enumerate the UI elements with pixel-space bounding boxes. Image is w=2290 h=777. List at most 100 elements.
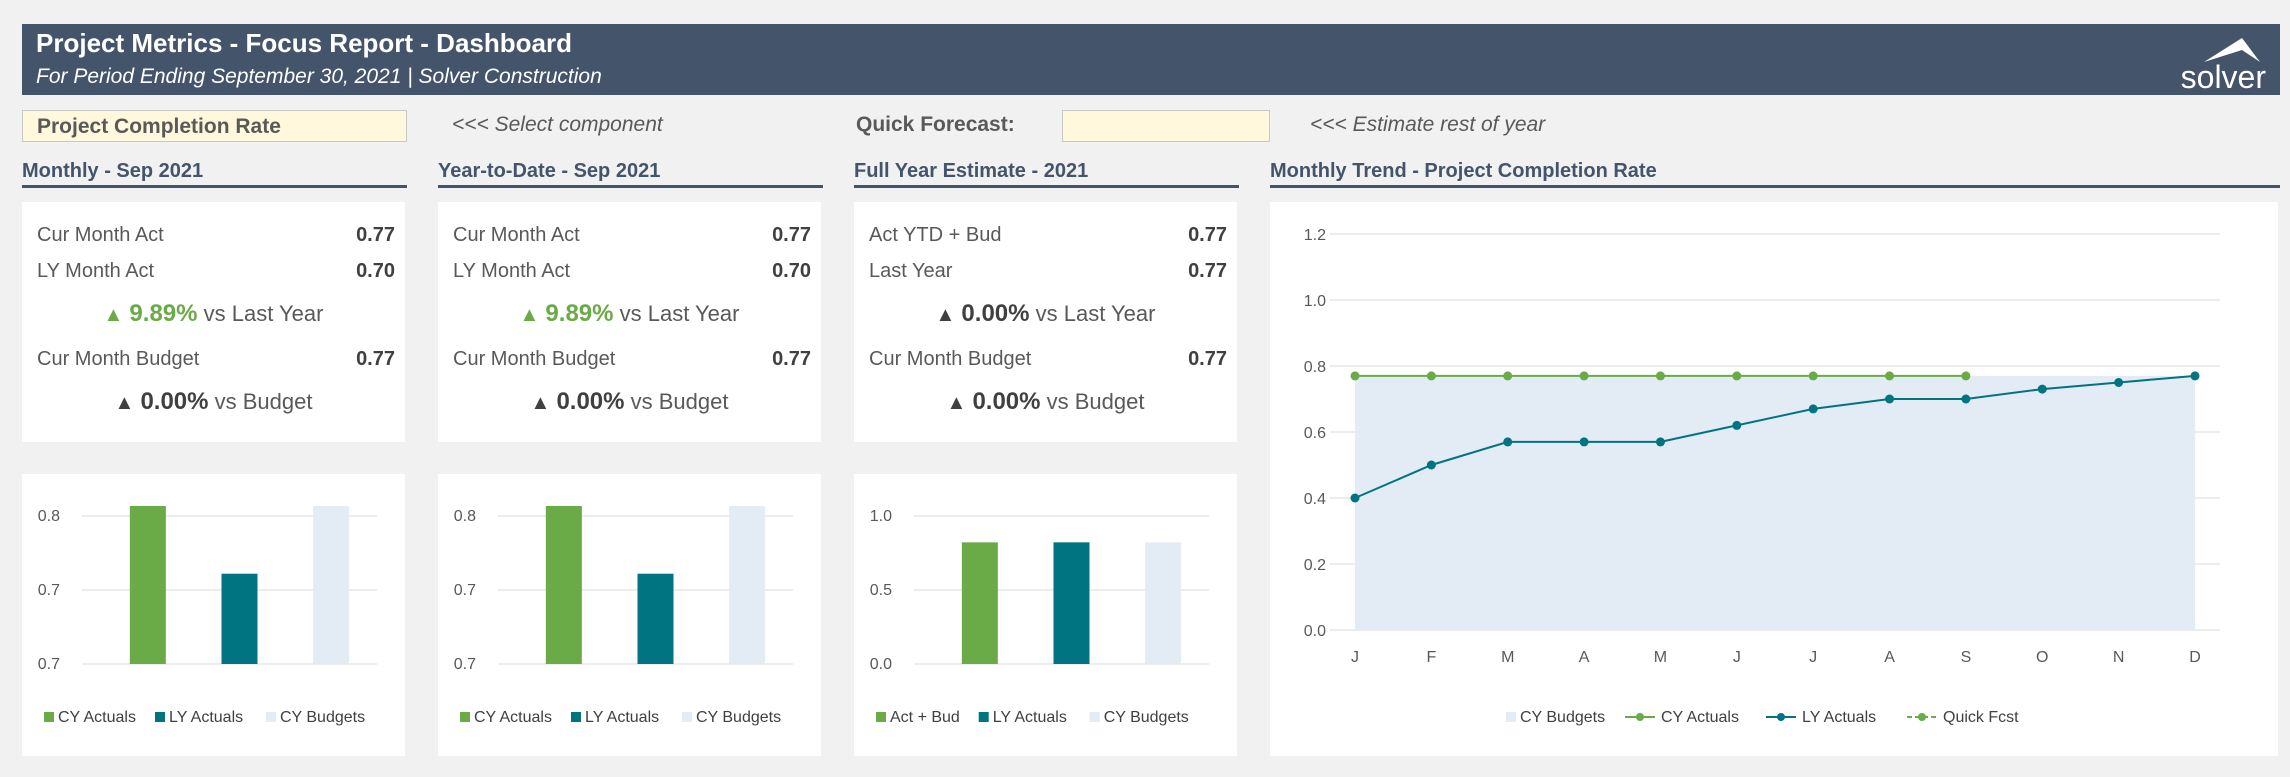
report-header: solver (22, 24, 2280, 95)
legend-marker (1918, 713, 1926, 721)
x-tick-label: M (1654, 649, 1667, 666)
y-tick-label: 0.4 (1304, 491, 1326, 508)
kpi-value: 0.77 (1188, 348, 1227, 370)
bar-cy-budgets (313, 506, 350, 664)
full-year-heading: Full Year Estimate - 2021 (854, 160, 1239, 188)
kpi-row: Last Year 0.77 (869, 260, 1227, 283)
monthly-heading: Monthly - Sep 2021 (22, 160, 407, 188)
kpi-value: 0.70 (356, 260, 395, 282)
variance-text: vs Budget (630, 389, 729, 414)
bar-chart-full-year-panel: 1.0 0.5 0.0 Act + Bud LY Actuals CY Budgets (854, 474, 1237, 756)
up-triangle-icon: ▲ (935, 304, 956, 326)
bar-cy-budgets (729, 506, 766, 664)
kpi-label: LY Month Act (37, 260, 155, 282)
legend-label: CY Actuals (58, 709, 136, 726)
y-tick-label: 0.7 (38, 656, 60, 673)
kpi-row: Cur Month Act 0.77 (453, 224, 811, 247)
legend-label: CY Budgets (1520, 709, 1605, 726)
kpi-row: Cur Month Budget 0.77 (37, 348, 395, 371)
x-tick-label: M (1501, 649, 1514, 666)
variance-text: vs Budget (214, 389, 313, 414)
kpi-panel-full-year: Act YTD + Bud 0.77 Last Year 0.77 ▲ 0.00% … (854, 202, 1237, 442)
kpi-row: LY Month Act 0.70 (453, 260, 811, 283)
x-tick-label: A (1579, 649, 1590, 666)
kpi-label: Cur Month Budget (37, 348, 200, 370)
kpi-value: 0.77 (1188, 260, 1227, 282)
kpi-label: Cur Month Act (37, 224, 164, 246)
legend-label: LY Actuals (585, 709, 659, 726)
y-tick-label: 0.0 (1304, 623, 1326, 640)
legend-label: Act + Bud (890, 709, 960, 726)
legend-swatch (1089, 712, 1100, 722)
point-ly-actuals (1655, 437, 1665, 447)
quick-forecast-input[interactable] (1062, 110, 1270, 142)
component-select[interactable]: Project Completion Rate (22, 110, 407, 142)
kpi-value: 0.77 (772, 348, 811, 370)
y-tick-label: 0.8 (454, 508, 476, 525)
ytd-heading: Year-to-Date - Sep 2021 (438, 160, 823, 188)
up-triangle-icon: ▲ (946, 392, 967, 414)
point-ly-actuals (1885, 394, 1895, 404)
legend-label: Quick Fcst (1943, 709, 2019, 726)
bar-chart-ytd: 0.8 0.7 0.7 CY Actuals LY Actuals CY Budgets (454, 506, 793, 726)
point-ly-actuals (1350, 493, 1360, 503)
point-ly-actuals (1961, 394, 1971, 404)
legend-label: CY Budgets (280, 709, 365, 726)
point-cy-actuals (1961, 371, 1971, 381)
legend-marker (1777, 713, 1785, 721)
variance-vs-budget: ▲ 0.00% vs Budget (22, 388, 405, 416)
x-tick-label: O (2036, 649, 2048, 666)
point-ly-actuals (1808, 404, 1818, 414)
legend-swatch (1506, 712, 1516, 722)
x-tick-label: A (1884, 649, 1895, 666)
kpi-label: Act YTD + Bud (869, 224, 1002, 246)
y-tick-label: 0.5 (870, 582, 892, 599)
legend-swatch (978, 712, 989, 722)
point-ly-actuals (1503, 437, 1513, 447)
kpi-row: Cur Month Act 0.77 (37, 224, 395, 247)
x-tick-label: F (1426, 649, 1436, 666)
legend-label: LY Actuals (169, 709, 243, 726)
up-triangle-icon: ▲ (530, 392, 551, 414)
bar-ly-actuals (637, 573, 674, 664)
variance-percent: 9.89% (129, 300, 198, 327)
y-tick-label: 1.0 (870, 508, 892, 525)
variance-text: vs Last Year (203, 301, 324, 326)
solver-logo: solver (2156, 36, 2266, 96)
legend-marker (1636, 713, 1644, 721)
component-hint: <<< Select component (452, 113, 663, 136)
variance-text: vs Last Year (619, 301, 740, 326)
page-title: Project Metrics - Focus Report - Dashboa… (36, 28, 572, 58)
variance-text: vs Budget (1046, 389, 1145, 414)
y-tick-label: 1.2 (1304, 227, 1326, 244)
kpi-label: Last Year (869, 260, 953, 282)
y-tick-label: 0.2 (1304, 557, 1326, 574)
line-ly-actuals (1354, 374, 2196, 499)
point-cy-actuals (1655, 371, 1665, 381)
point-cy-actuals (1350, 371, 1360, 381)
kpi-value: 0.70 (772, 260, 811, 282)
kpi-label: LY Month Act (453, 260, 571, 282)
bar-chart-full-year: 1.0 0.5 0.0 Act + Bud LY Actuals CY Budgets (870, 508, 1209, 726)
point-ly-actuals (1579, 437, 1589, 447)
legend-swatch (44, 712, 54, 722)
kpi-value: 0.77 (356, 348, 395, 370)
bar-chart-monthly: 0.8 0.7 0.7 CY Actuals LY Actuals CY Budgets (38, 506, 377, 726)
logo-mark-icon (2204, 38, 2260, 62)
kpi-value: 0.77 (1188, 224, 1227, 246)
variance-percent: 0.00% (140, 388, 209, 415)
point-ly-actuals (2114, 378, 2124, 387)
up-triangle-icon: ▲ (114, 392, 135, 414)
variance-vs-last-year: ▲ 9.89% vs Last Year (22, 300, 405, 328)
bar-cy-budgets (1145, 542, 1182, 664)
x-tick-label: D (2189, 649, 2201, 666)
up-triangle-icon: ▲ (519, 304, 540, 326)
bar-chart-monthly-panel: 0.8 0.7 0.7 CY Actuals LY Actuals CY Budgets (22, 474, 405, 756)
y-tick-label: 1.0 (1304, 293, 1326, 310)
logo-text: solver (2180, 59, 2266, 95)
kpi-row: Cur Month Budget 0.77 (869, 348, 1227, 371)
y-tick-label: 0.0 (870, 656, 892, 673)
y-tick-label: 0.7 (38, 582, 60, 599)
variance-percent: 0.00% (972, 388, 1041, 415)
y-tick-label: 0.6 (1304, 425, 1326, 442)
